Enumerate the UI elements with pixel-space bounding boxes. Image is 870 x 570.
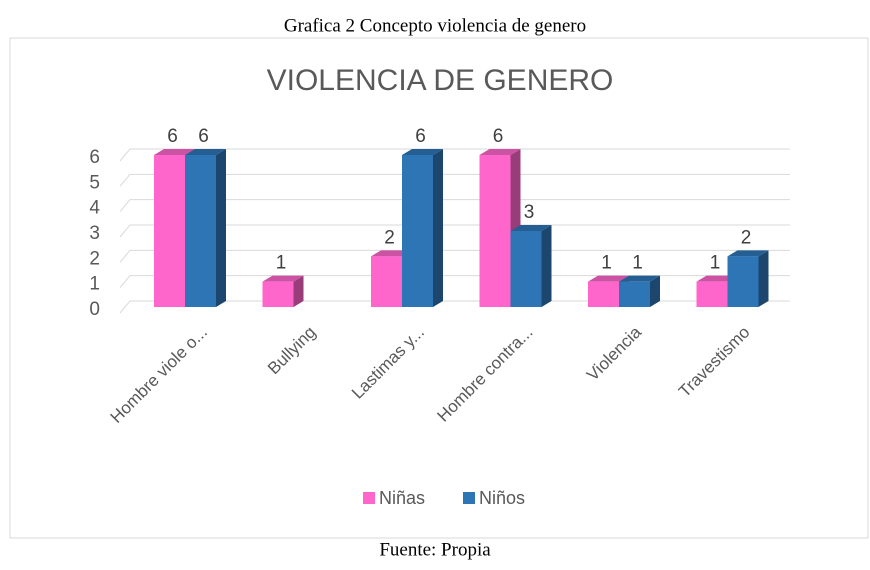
legend-swatch	[463, 492, 475, 504]
value-label: 1	[601, 253, 612, 274]
y-tick-label: 3	[89, 223, 100, 244]
bar-front	[262, 281, 294, 307]
value-label: 6	[415, 126, 426, 147]
bar-front	[154, 155, 185, 307]
value-label: 3	[524, 202, 535, 223]
bar-front	[727, 256, 759, 307]
bar-top	[619, 275, 660, 282]
bar	[402, 149, 443, 307]
chart-title: VIOLENCIA DE GENERO	[267, 64, 614, 97]
bar-top	[510, 225, 552, 231]
legend-swatch	[363, 492, 375, 504]
caption: Grafica 2 Concepto violencia de genero	[284, 15, 586, 36]
bar-top	[262, 275, 304, 282]
grid-line	[119, 173, 790, 187]
bar-top	[154, 149, 195, 155]
bar	[262, 275, 304, 307]
value-label: 6	[167, 126, 178, 147]
value-label: 2	[384, 227, 395, 248]
bar-top	[371, 250, 412, 257]
bar-top	[727, 250, 769, 257]
bar-front	[696, 281, 728, 307]
bar-side	[650, 275, 660, 307]
grid-line	[119, 148, 790, 162]
y-tick-label: 2	[89, 248, 100, 269]
bar-side	[433, 149, 443, 307]
value-label: 1	[276, 253, 287, 274]
y-tick-label: 4	[89, 198, 100, 219]
grid-line	[119, 249, 790, 263]
y-tick-label: 1	[89, 274, 100, 295]
grid-line	[119, 275, 790, 288]
bar-side	[758, 250, 769, 307]
grid-line	[119, 300, 790, 314]
bar-side	[541, 225, 552, 307]
bar	[510, 225, 552, 307]
bar-front	[510, 231, 542, 307]
source: Fuente: Propia	[379, 539, 491, 560]
bar	[185, 149, 226, 307]
bar-front	[479, 155, 511, 307]
bar-front	[619, 281, 650, 307]
value-label: 1	[632, 253, 643, 274]
bar-side	[216, 149, 226, 307]
y-tick-label: 0	[89, 299, 100, 320]
y-tick-label: 6	[89, 147, 100, 168]
legend-label: Niños	[479, 488, 525, 508]
bar-front	[371, 256, 402, 307]
bar	[696, 275, 738, 307]
grid-line	[119, 224, 790, 238]
bar-top	[402, 149, 443, 155]
legend-label: Niñas	[379, 488, 425, 508]
value-label: 2	[741, 227, 752, 248]
bar-top	[185, 149, 226, 155]
bar	[727, 250, 769, 307]
bar-top	[588, 275, 629, 282]
bar-side	[293, 275, 304, 307]
bar-front	[185, 155, 216, 307]
bar-top	[696, 275, 738, 282]
y-tick-label: 5	[89, 172, 100, 193]
value-label: 6	[493, 126, 504, 147]
bar-top	[479, 149, 521, 155]
bar-front	[402, 155, 433, 307]
bar-front	[588, 281, 619, 307]
value-label: 6	[198, 126, 209, 147]
grid-line	[119, 199, 790, 212]
bar	[619, 275, 660, 307]
value-label: 1	[710, 253, 721, 274]
